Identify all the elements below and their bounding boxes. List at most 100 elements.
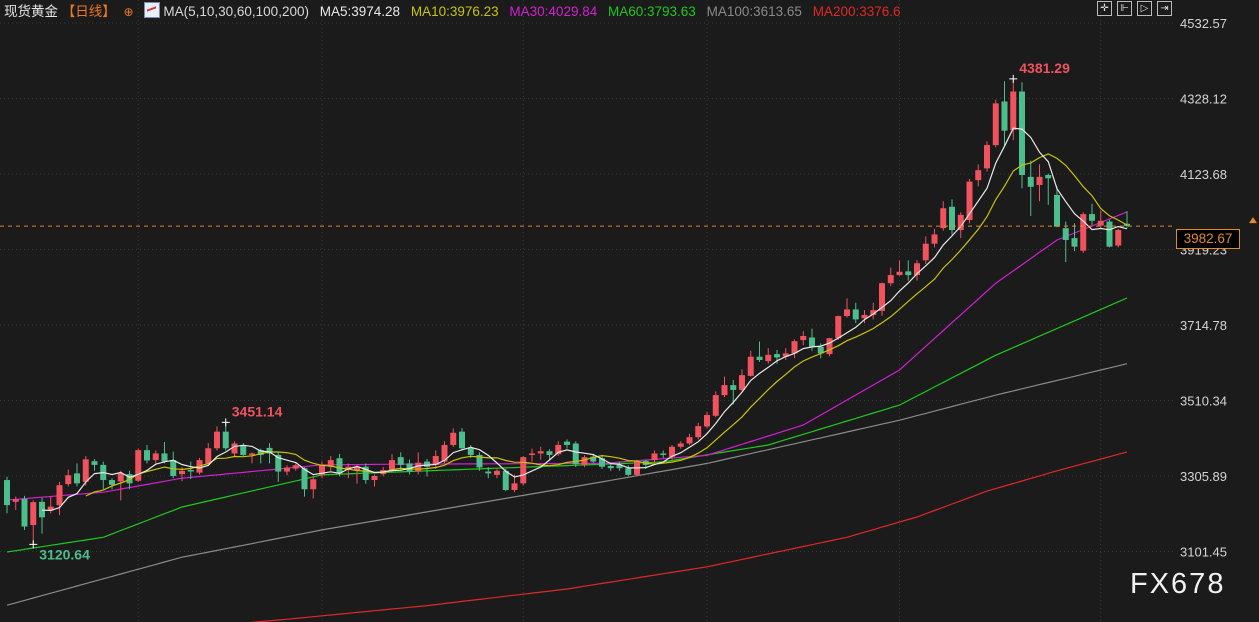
candle-up <box>494 470 500 475</box>
annotations: 4381.29 3451.14 3120.64 <box>0 60 1257 562</box>
candle-down <box>949 206 955 231</box>
candle-down <box>21 498 28 527</box>
candle-down <box>502 470 509 491</box>
candle-up <box>957 214 964 231</box>
candle-down <box>467 448 474 455</box>
candle-up <box>791 341 798 354</box>
candle-down <box>170 460 177 476</box>
candle-up <box>879 283 885 311</box>
candle-up <box>12 499 19 502</box>
candle-up <box>65 475 72 485</box>
instrument-name: 现货黄金 <box>4 4 58 19</box>
candle-down <box>1019 91 1025 175</box>
candle-down <box>459 431 465 449</box>
candle-up <box>179 470 185 475</box>
candle-up <box>231 443 238 454</box>
candle-down <box>852 309 859 320</box>
add-indicator-icon[interactable]: ⊕ <box>123 5 134 19</box>
candle-up <box>415 462 422 472</box>
candle-up <box>966 181 973 221</box>
extreme-marker-icon <box>1009 74 1018 83</box>
candle-up <box>896 271 903 276</box>
candle-up <box>914 263 920 276</box>
current-price-label: 3982.67 <box>1176 229 1240 249</box>
ma5-value: MA5:3974.28 <box>319 4 401 19</box>
candle-up <box>984 145 990 169</box>
candle-down <box>109 480 115 485</box>
y-tick-label: 3305.89 <box>1180 469 1227 484</box>
price-axis[interactable]: 4532.574328.124123.683919.233714.783510.… <box>1180 16 1227 560</box>
candle-up <box>677 443 684 447</box>
candle-up <box>82 459 89 482</box>
candle-up <box>1115 230 1122 246</box>
candle-down <box>1045 174 1052 179</box>
candle-up <box>284 467 290 472</box>
candle-up <box>319 464 325 475</box>
candle-down <box>397 457 404 465</box>
candle-down <box>476 454 483 468</box>
candle-up <box>371 475 378 481</box>
ma30-value: MA30:4029.84 <box>509 4 598 19</box>
candle-down <box>1062 228 1069 240</box>
ma30-line <box>6 211 1128 501</box>
candle-up <box>721 385 728 396</box>
candle-up <box>747 356 754 376</box>
candle-up <box>441 444 448 462</box>
candle-down <box>91 461 98 465</box>
candle-down <box>616 464 623 469</box>
ma60-line <box>6 297 1128 553</box>
price-marker-icon <box>1249 217 1257 224</box>
chart-toolbar: ✛ ⊩ ▷ ⇥ <box>1097 1 1172 16</box>
candle-up <box>117 473 124 482</box>
y-tick-label: 3101.45 <box>1180 545 1227 560</box>
candle-down <box>817 346 824 354</box>
candle-up <box>1010 91 1017 130</box>
candle-down <box>660 453 667 455</box>
ma200-line <box>248 451 1128 622</box>
candle-up <box>800 336 807 341</box>
play-icon[interactable]: ▷ <box>1137 1 1152 16</box>
period-selector[interactable]: 【日线】 <box>61 4 116 19</box>
crosshair-icon[interactable]: ✛ <box>1097 1 1112 16</box>
ma100-line <box>6 363 1128 606</box>
candle-up <box>56 485 63 506</box>
candle-down <box>222 431 229 449</box>
candle-down <box>187 470 194 472</box>
candle-up <box>1036 176 1043 185</box>
candle-up <box>511 483 518 491</box>
scroll-end-icon[interactable]: ⇥ <box>1157 1 1172 16</box>
ma-config[interactable]: MA(5,10,30,60,100,200) <box>163 4 309 19</box>
candle-up <box>826 338 833 355</box>
short-moving-average-lines <box>41 127 1128 512</box>
candle-up <box>152 453 159 461</box>
extreme-price-label: 3120.64 <box>39 546 90 562</box>
ma10-value: MA10:3976.23 <box>410 4 499 19</box>
candle-up <box>555 444 562 455</box>
candle-down <box>1054 194 1060 227</box>
candle-down <box>564 441 570 445</box>
candle-up <box>327 460 334 467</box>
candle-down <box>362 466 369 481</box>
candle-up <box>30 502 37 526</box>
candle-up <box>704 415 710 427</box>
y-tick-label: 4532.57 <box>1180 16 1227 31</box>
candle-up <box>992 103 999 146</box>
candle-up <box>520 457 527 484</box>
indicator-chart-icon[interactable] <box>144 2 161 18</box>
ma60-value: MA60:3793.63 <box>608 4 696 19</box>
moving-average-lines <box>6 211 1128 622</box>
candle-down <box>730 385 737 390</box>
candle-up <box>695 426 702 438</box>
candle-down <box>809 337 815 347</box>
candle-up <box>529 453 535 455</box>
candle-down <box>1071 238 1078 247</box>
y-tick-label: 4123.68 <box>1180 167 1227 182</box>
candle-up <box>931 234 938 244</box>
candle-up <box>922 243 929 261</box>
candle-down <box>266 447 273 454</box>
zoom-in-icon[interactable]: ⊩ <box>1117 1 1132 16</box>
candle-down <box>625 468 632 475</box>
extreme-marker-icon <box>29 540 38 549</box>
candle-up <box>861 314 868 319</box>
